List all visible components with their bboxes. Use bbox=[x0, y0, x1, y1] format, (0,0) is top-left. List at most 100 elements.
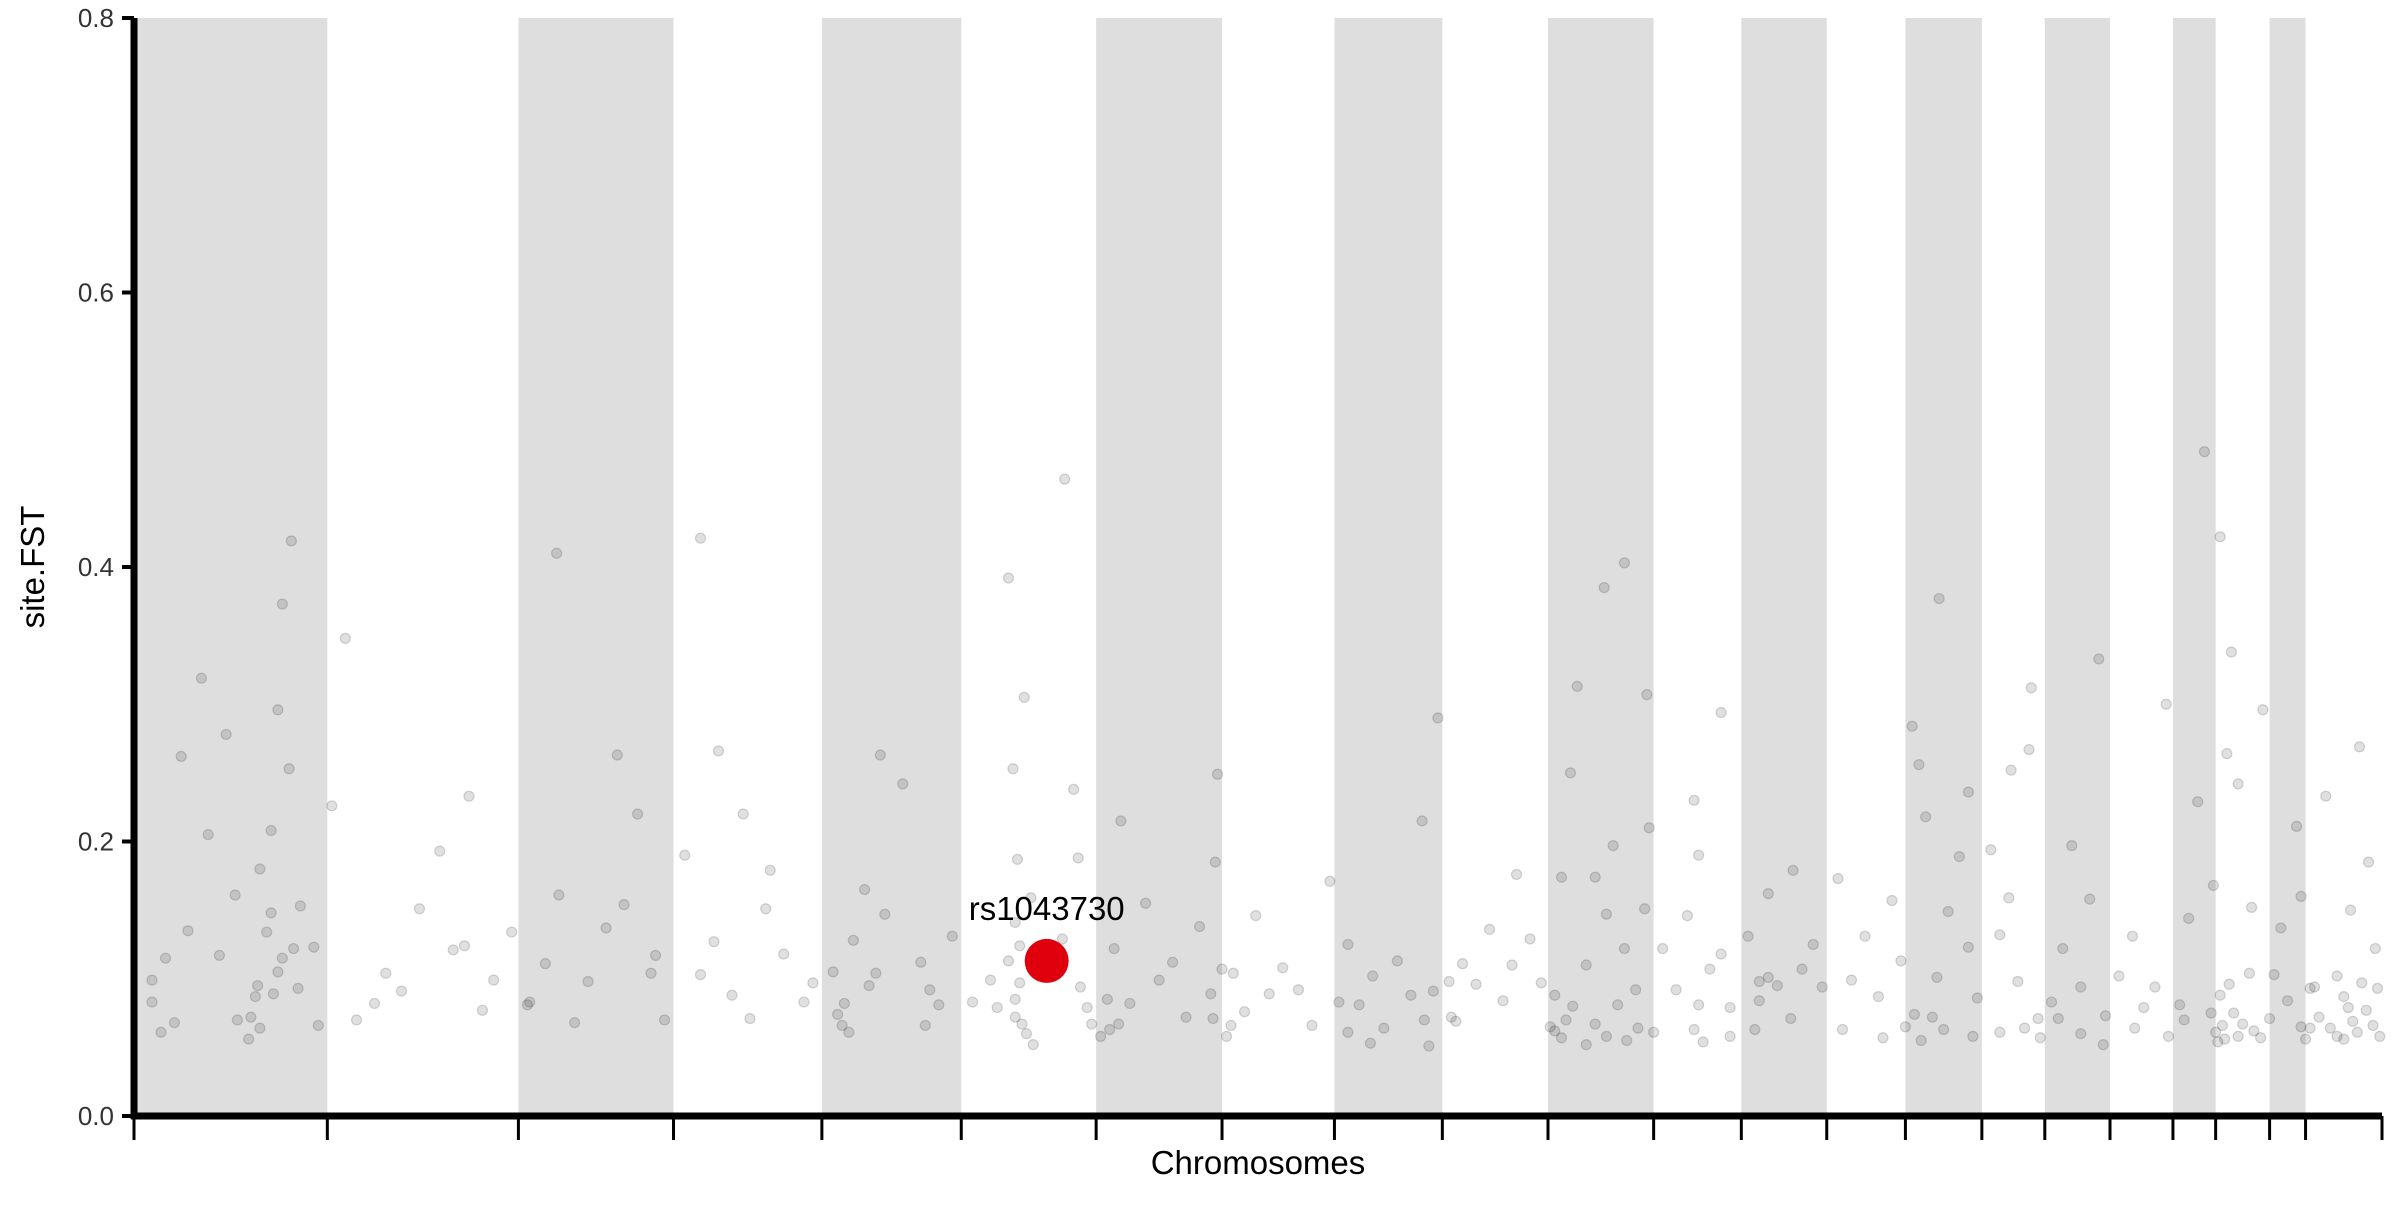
y-tick-label: 0.0 bbox=[78, 1101, 114, 1131]
data-point bbox=[1555, 871, 1568, 883]
data-point bbox=[2214, 531, 2226, 543]
data-point bbox=[1648, 1026, 1660, 1038]
data-point bbox=[2347, 1015, 2359, 1027]
data-point bbox=[2313, 1011, 2325, 1023]
data-point bbox=[1724, 1001, 1736, 1014]
data-point bbox=[1016, 1018, 1028, 1030]
data-point bbox=[254, 863, 266, 875]
data-point bbox=[1762, 971, 1774, 983]
data-point bbox=[1899, 1021, 1912, 1033]
data-point bbox=[1524, 933, 1536, 945]
data-point bbox=[1068, 783, 1080, 795]
data-point bbox=[1056, 933, 1069, 945]
data-point bbox=[458, 940, 471, 952]
x-axis-title: Chromosomes bbox=[1151, 1144, 1366, 1181]
y-tick-label: 0.8 bbox=[78, 3, 114, 33]
data-point bbox=[1510, 868, 1523, 881]
data-point bbox=[1693, 849, 1705, 861]
data-point bbox=[1908, 1008, 1921, 1021]
data-point bbox=[879, 908, 891, 920]
data-point bbox=[1095, 1030, 1107, 1042]
data-point bbox=[2367, 1019, 2379, 1032]
data-point bbox=[1014, 940, 1026, 952]
data-point bbox=[2084, 893, 2096, 905]
data-point bbox=[2003, 892, 2015, 904]
data-point bbox=[272, 966, 284, 978]
data-point bbox=[1580, 959, 1592, 971]
highlighted-snp-marker bbox=[1024, 938, 1069, 983]
data-point bbox=[1724, 1030, 1736, 1042]
data-point bbox=[2257, 704, 2269, 716]
data-point bbox=[380, 967, 392, 979]
chromosome-band bbox=[518, 18, 674, 1116]
data-point bbox=[1670, 984, 1682, 996]
data-point bbox=[175, 750, 187, 763]
data-point bbox=[1589, 1018, 1601, 1030]
highlighted-snp: rs1043730 bbox=[969, 890, 1125, 983]
data-point bbox=[1618, 557, 1631, 569]
data-point bbox=[1002, 955, 1015, 967]
data-point bbox=[694, 532, 707, 544]
data-point bbox=[1612, 999, 1624, 1011]
data-point bbox=[807, 977, 819, 989]
data-point bbox=[1549, 989, 1561, 1001]
data-point bbox=[1250, 910, 1262, 922]
data-point bbox=[1931, 971, 1943, 983]
data-point bbox=[476, 1004, 489, 1016]
data-point bbox=[1920, 811, 1932, 823]
data-points bbox=[146, 446, 2386, 1052]
data-point bbox=[2023, 743, 2035, 756]
data-point bbox=[1571, 680, 1583, 693]
data-point bbox=[1263, 988, 1275, 1000]
data-point bbox=[146, 996, 158, 1008]
chromosome-band bbox=[1741, 18, 1827, 1116]
data-point bbox=[1443, 975, 1455, 988]
data-point bbox=[1895, 955, 1907, 967]
data-point bbox=[1580, 1039, 1592, 1051]
data-point bbox=[1009, 993, 1021, 1005]
data-point bbox=[2205, 1007, 2217, 1019]
data-point bbox=[2210, 1026, 2222, 1038]
data-point bbox=[2198, 446, 2211, 458]
data-point bbox=[1933, 592, 1945, 605]
data-point bbox=[155, 1026, 167, 1038]
data-point bbox=[2075, 981, 2087, 993]
data-point bbox=[553, 889, 565, 901]
data-point bbox=[1211, 768, 1224, 780]
data-point bbox=[463, 790, 475, 802]
data-point bbox=[2320, 790, 2332, 802]
data-point bbox=[1483, 923, 1496, 935]
data-point bbox=[2308, 981, 2321, 993]
data-point bbox=[213, 949, 226, 962]
data-point bbox=[919, 1019, 931, 1032]
data-point bbox=[1456, 958, 1469, 970]
data-point bbox=[1967, 1030, 1979, 1042]
data-point bbox=[1292, 984, 1305, 996]
data-point bbox=[288, 942, 300, 955]
data-point bbox=[1180, 1011, 1192, 1023]
data-point bbox=[1011, 853, 1024, 865]
data-point bbox=[1113, 1018, 1125, 1030]
data-point bbox=[2034, 1032, 2046, 1044]
data-point bbox=[2360, 1004, 2372, 1016]
data-point bbox=[1753, 995, 1765, 1007]
y-tick-label: 0.2 bbox=[78, 827, 114, 857]
data-point bbox=[2113, 970, 2125, 982]
data-point bbox=[2216, 1019, 2228, 1032]
data-point bbox=[1445, 1011, 1457, 1023]
data-point bbox=[265, 824, 277, 837]
x-axis-ticks bbox=[132, 1116, 2384, 1140]
data-point bbox=[2126, 930, 2139, 942]
data-point bbox=[2331, 1030, 2343, 1042]
data-point bbox=[1216, 963, 1228, 975]
data-point bbox=[649, 949, 662, 962]
data-point bbox=[1697, 1036, 1709, 1048]
data-point bbox=[2012, 975, 2024, 988]
data-point bbox=[202, 829, 214, 841]
data-point bbox=[712, 745, 725, 757]
data-point bbox=[569, 1017, 581, 1029]
data-point bbox=[1086, 1018, 1098, 1030]
data-point bbox=[1432, 712, 1444, 724]
data-point bbox=[1209, 856, 1221, 868]
